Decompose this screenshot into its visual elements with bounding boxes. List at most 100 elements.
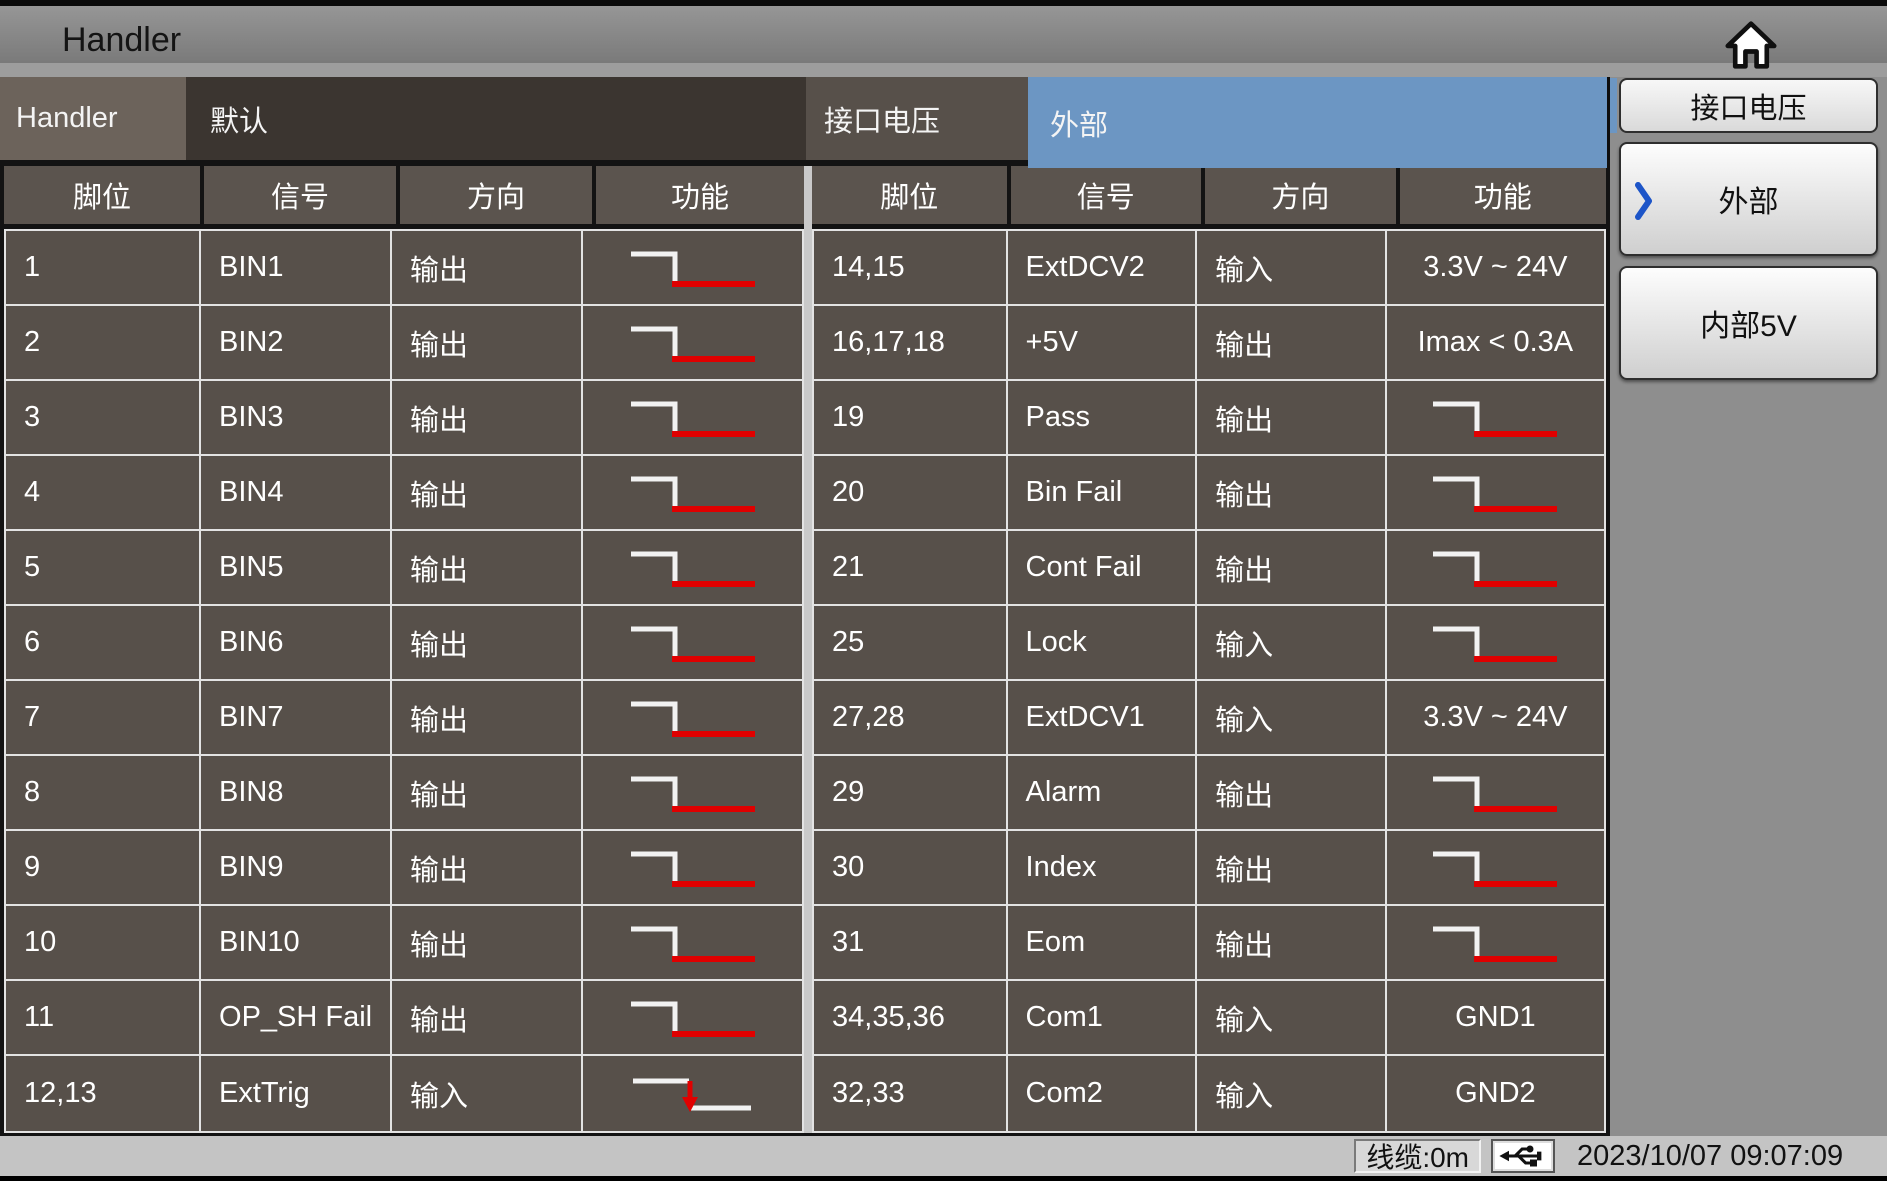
direction-cell: 输出 bbox=[1197, 756, 1387, 829]
table-row: 3 BIN3 输出 bbox=[6, 381, 802, 456]
menu-row: Handler 默认 接口电压 外部 bbox=[0, 77, 1610, 168]
direction-cell: 输入 bbox=[1197, 1056, 1387, 1131]
signal-cell: Com2 bbox=[1008, 1056, 1198, 1131]
handler-pin-table-left: 脚位 信号 方向 功能 1 BIN1 输出 2 BIN2 输出 3 BIN3 输… bbox=[4, 166, 804, 1133]
function-cell bbox=[583, 306, 802, 379]
pin-cell: 8 bbox=[6, 756, 202, 829]
falling-pulse-icon bbox=[1433, 626, 1558, 662]
falling-pulse-icon bbox=[630, 401, 755, 437]
internal-5v-button[interactable]: 内部5V bbox=[1619, 266, 1878, 380]
table-divider bbox=[804, 166, 812, 1133]
table-row: 27,28 ExtDCV1 输入 3.3V ~ 24V bbox=[814, 681, 1604, 756]
pin-cell: 32,33 bbox=[814, 1056, 1008, 1131]
table-row: 21 Cont Fail 输出 bbox=[814, 531, 1604, 606]
function-cell bbox=[1387, 456, 1604, 529]
signal-cell: Lock bbox=[1008, 606, 1198, 679]
signal-cell: BIN6 bbox=[201, 606, 393, 679]
datetime-display: 2023/10/07 09:07:09 bbox=[1577, 1139, 1844, 1172]
function-cell bbox=[1387, 381, 1604, 454]
direction-cell: 输入 bbox=[1197, 231, 1387, 304]
direction-cell: 输入 bbox=[1197, 981, 1387, 1054]
signal-cell: Bin Fail bbox=[1008, 456, 1198, 529]
page-title: Handler bbox=[62, 21, 182, 59]
signal-cell: Com1 bbox=[1008, 981, 1198, 1054]
function-cell: GND1 bbox=[1455, 1001, 1536, 1033]
table-row: 7 BIN7 输出 bbox=[6, 681, 802, 756]
table-body-left: 1 BIN1 输出 2 BIN2 输出 3 BIN3 输出 4 BIN4 输出 bbox=[4, 229, 804, 1133]
table-row: 4 BIN4 输出 bbox=[6, 456, 802, 531]
table-row: 25 Lock 输入 bbox=[814, 606, 1604, 681]
table-row: 20 Bin Fail 输出 bbox=[814, 456, 1604, 531]
pin-cell: 9 bbox=[6, 831, 202, 904]
pin-cell: 16,17,18 bbox=[814, 306, 1008, 379]
function-cell bbox=[583, 1056, 802, 1131]
direction-cell: 输出 bbox=[1197, 906, 1387, 979]
direction-cell: 输出 bbox=[1197, 456, 1387, 529]
falling-pulse-icon bbox=[1433, 926, 1558, 962]
home-button[interactable] bbox=[1713, 14, 1789, 76]
pin-cell: 4 bbox=[6, 456, 202, 529]
function-cell bbox=[583, 531, 802, 604]
cable-length-badge: 线缆:0m bbox=[1354, 1139, 1481, 1173]
usb-status-box bbox=[1491, 1139, 1555, 1173]
pin-cell: 31 bbox=[814, 906, 1008, 979]
pin-cell: 12,13 bbox=[6, 1056, 202, 1131]
signal-cell: Cont Fail bbox=[1008, 531, 1198, 604]
function-cell bbox=[583, 981, 802, 1054]
external-voltage-button[interactable]: 外部 bbox=[1619, 142, 1878, 256]
pin-cell: 10 bbox=[6, 906, 202, 979]
tab-handler[interactable]: Handler bbox=[0, 77, 186, 160]
falling-pulse-icon bbox=[630, 851, 755, 887]
function-cell: 3.3V ~ 24V bbox=[1423, 701, 1568, 733]
signal-cell: BIN9 bbox=[201, 831, 393, 904]
signal-cell: Eom bbox=[1008, 906, 1198, 979]
function-cell bbox=[1387, 606, 1604, 679]
signal-cell: BIN2 bbox=[201, 306, 393, 379]
table-row: 16,17,18 +5V 输出 Imax < 0.3A bbox=[814, 306, 1604, 381]
signal-cell: Alarm bbox=[1008, 756, 1198, 829]
function-cell bbox=[1387, 831, 1604, 904]
direction-cell: 输出 bbox=[392, 831, 584, 904]
table-header-row: 脚位 信号 方向 功能 bbox=[812, 166, 1606, 224]
direction-cell: 输出 bbox=[392, 381, 584, 454]
table-row: 9 BIN9 输出 bbox=[6, 831, 802, 906]
tab-preset-value[interactable]: 默认 bbox=[186, 77, 806, 160]
signal-cell: ExtTrig bbox=[201, 1056, 393, 1131]
signal-cell: BIN7 bbox=[201, 681, 393, 754]
table-row: 14,15 ExtDCV2 输入 3.3V ~ 24V bbox=[814, 231, 1604, 306]
table-row: 1 BIN1 输出 bbox=[6, 231, 802, 306]
table-row: 11 OP_SH Fail 输出 bbox=[6, 981, 802, 1056]
direction-cell: 输出 bbox=[392, 231, 584, 304]
table-body-right: 14,15 ExtDCV2 输入 3.3V ~ 24V 16,17,18 +5V… bbox=[812, 229, 1606, 1133]
falling-pulse-icon bbox=[630, 326, 755, 362]
usb-icon bbox=[1499, 1145, 1542, 1167]
falling-pulse-icon bbox=[630, 551, 755, 587]
home-icon bbox=[1725, 21, 1777, 69]
col-header-function: 功能 bbox=[596, 166, 804, 224]
function-cell bbox=[583, 906, 802, 979]
pin-cell: 30 bbox=[814, 831, 1008, 904]
function-cell bbox=[583, 756, 802, 829]
col-header-direction: 方向 bbox=[1205, 166, 1396, 224]
falling-pulse-icon bbox=[630, 701, 755, 737]
direction-cell: 输出 bbox=[392, 681, 584, 754]
title-bar-band bbox=[0, 63, 1887, 77]
function-cell: 3.3V ~ 24V bbox=[1423, 251, 1568, 283]
tab-interface-voltage-value[interactable]: 外部 bbox=[1028, 77, 1607, 168]
direction-cell: 输出 bbox=[392, 981, 584, 1054]
direction-cell: 输出 bbox=[1197, 381, 1387, 454]
direction-cell: 输出 bbox=[392, 756, 584, 829]
falling-pulse-icon bbox=[1433, 401, 1558, 437]
falling-pulse-icon bbox=[630, 476, 755, 512]
signal-cell: BIN3 bbox=[201, 381, 393, 454]
signal-cell: BIN4 bbox=[201, 456, 393, 529]
function-cell: Imax < 0.3A bbox=[1417, 326, 1574, 358]
table-header-row: 脚位 信号 方向 功能 bbox=[4, 166, 804, 224]
function-cell bbox=[583, 606, 802, 679]
signal-cell: OP_SH Fail bbox=[201, 981, 393, 1054]
function-cell bbox=[1387, 906, 1604, 979]
pin-cell: 19 bbox=[814, 381, 1008, 454]
status-bar: 线缆:0m 2023/10/07 09:07:09 bbox=[0, 1136, 1887, 1176]
pin-cell: 1 bbox=[6, 231, 202, 304]
function-cell: GND2 bbox=[1455, 1077, 1536, 1109]
